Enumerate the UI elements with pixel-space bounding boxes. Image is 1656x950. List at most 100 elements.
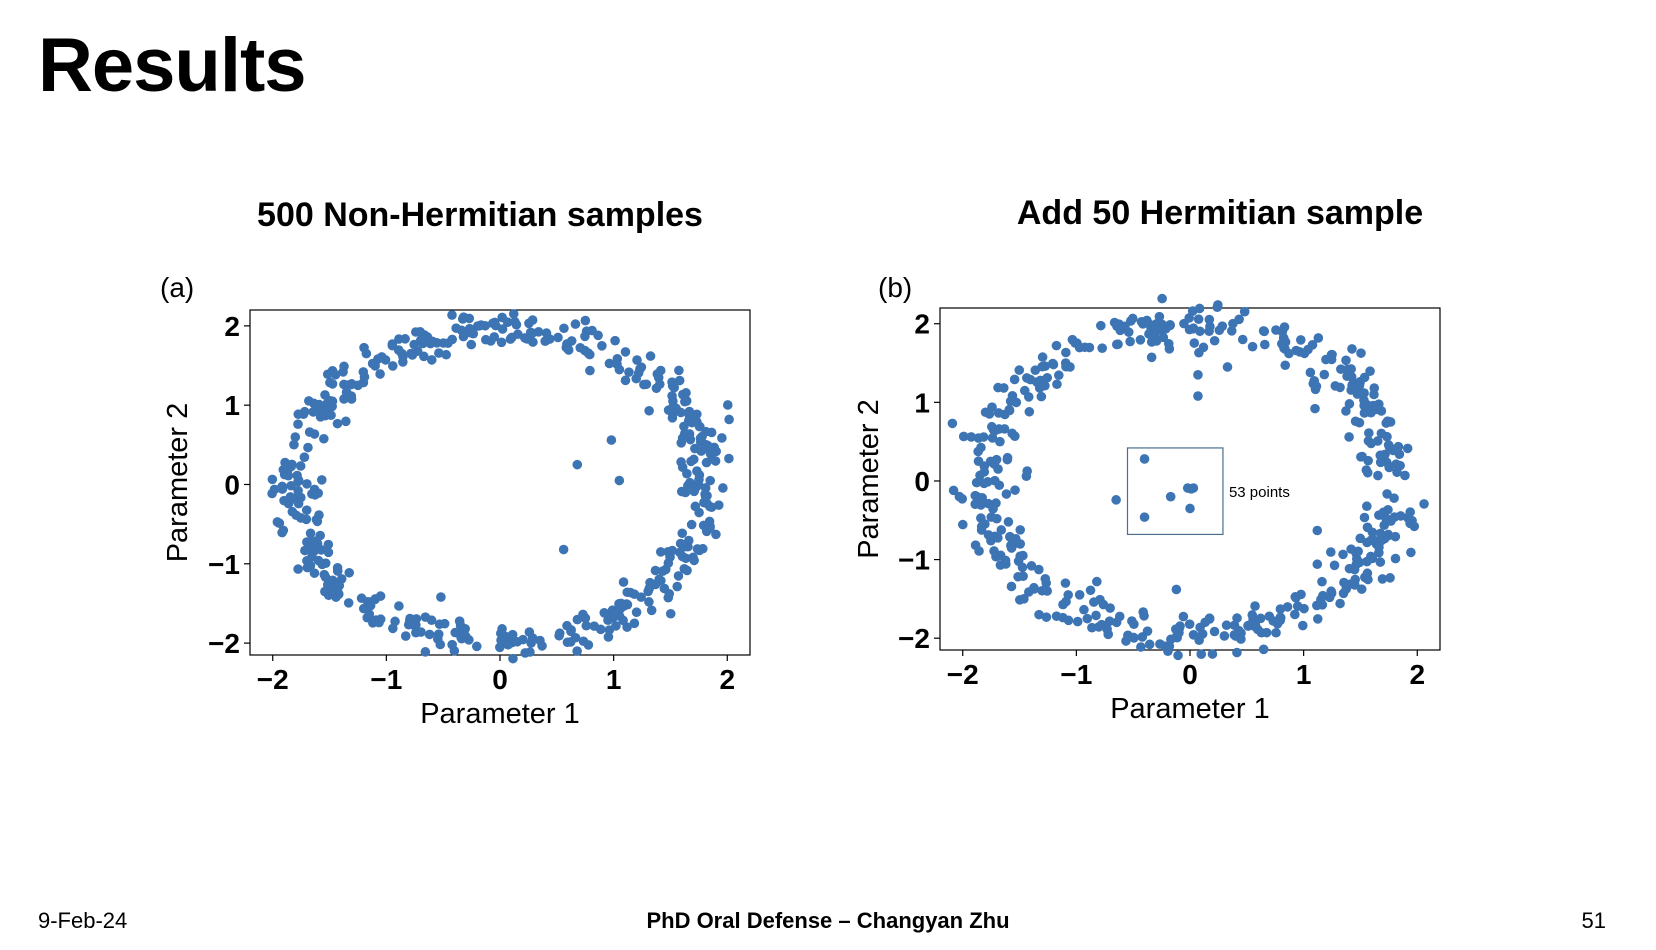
scatter-point xyxy=(1193,370,1203,380)
scatter-point xyxy=(1163,646,1173,657)
scatter-point xyxy=(1365,366,1375,376)
scatter-point xyxy=(645,351,656,361)
scatter-point xyxy=(1003,517,1014,527)
scatter-point xyxy=(320,410,331,421)
scatter-point xyxy=(489,317,500,328)
scatter-point xyxy=(1271,627,1281,638)
scatter-point xyxy=(1419,499,1429,509)
scatter-point xyxy=(471,641,482,652)
scatter-point xyxy=(1018,550,1028,561)
scatter-point xyxy=(578,609,588,620)
scatter-point xyxy=(1236,634,1246,644)
scatter-point xyxy=(1366,535,1376,546)
scatter-point xyxy=(976,442,986,453)
scatter-point xyxy=(561,342,572,353)
scatter-point xyxy=(684,429,695,439)
scatter-point xyxy=(520,648,530,658)
scatter-point xyxy=(559,323,569,334)
scatter-point xyxy=(1219,631,1230,641)
scatter-point xyxy=(1052,379,1062,390)
scatter-point xyxy=(375,614,386,625)
scatter-point xyxy=(537,641,547,651)
chart-a-title: 500 Non-Hermitian samples xyxy=(257,196,703,234)
scatter-point xyxy=(583,348,594,358)
footer-presentation-title: PhD Oral Defense – Changyan Zhu xyxy=(646,908,1010,933)
scatter-point xyxy=(1362,400,1373,410)
scatter-point xyxy=(451,323,461,333)
scatter-point xyxy=(341,387,352,397)
scatter-point xyxy=(300,545,310,556)
scatter-point xyxy=(1280,337,1291,347)
scatter-point xyxy=(973,433,984,443)
scatter-point xyxy=(1381,418,1392,428)
scatter-point xyxy=(614,475,625,486)
scatter-point xyxy=(511,319,522,330)
scatter-point xyxy=(636,362,647,372)
scatter-point xyxy=(1144,639,1155,650)
scatter-point xyxy=(1376,450,1386,461)
scatter-point xyxy=(290,432,301,442)
scatter-point xyxy=(979,478,989,489)
scatter-point xyxy=(966,432,977,442)
scatter-point xyxy=(419,351,429,362)
scatter-point xyxy=(1250,601,1260,611)
scatter-point xyxy=(954,491,965,502)
scatter-point xyxy=(1123,630,1133,641)
scatter-point xyxy=(1051,340,1062,351)
scatter-point xyxy=(1354,557,1365,568)
scatter-point xyxy=(1316,594,1326,605)
scatter-point xyxy=(947,418,958,429)
scatter-point xyxy=(622,622,632,632)
scatter-point xyxy=(1359,512,1370,523)
scatter-point xyxy=(1187,306,1198,316)
scatter-point xyxy=(312,404,323,415)
scatter-point xyxy=(1390,531,1401,542)
scatter-point xyxy=(527,315,538,325)
scatter-point xyxy=(724,453,734,464)
scatter-point xyxy=(611,621,621,631)
scatter-point xyxy=(1326,547,1336,557)
scatter-point xyxy=(597,341,607,351)
scatter-point xyxy=(1228,318,1238,329)
x-tick-label: −2 xyxy=(257,664,289,695)
scatter-point xyxy=(323,547,334,558)
footer-page-number: 51 xyxy=(1581,908,1606,933)
scatter-point xyxy=(1146,352,1157,363)
scatter-point xyxy=(436,592,446,602)
x-tick-label: 2 xyxy=(1409,659,1425,690)
scatter-point xyxy=(1002,452,1013,463)
scatter-point xyxy=(1393,441,1404,452)
scatter-point xyxy=(689,555,699,566)
scatter-point xyxy=(302,562,313,573)
scatter-point xyxy=(1139,512,1150,522)
scatter-point xyxy=(1291,592,1301,603)
scatter-point xyxy=(309,568,320,578)
scatter-point xyxy=(1092,576,1102,587)
scatter-point xyxy=(400,631,411,641)
scatter-point xyxy=(1040,380,1050,391)
scatter-point xyxy=(1060,358,1071,368)
scatter-point xyxy=(632,355,642,365)
scatter-point xyxy=(1184,619,1195,629)
scatter-point xyxy=(439,618,450,629)
scatter-point xyxy=(1173,650,1183,661)
scatter-point xyxy=(333,587,343,598)
scatter-point xyxy=(1344,563,1355,574)
scatter-point xyxy=(1353,546,1363,557)
scatter-point xyxy=(1354,417,1365,428)
scatter-point xyxy=(1139,454,1150,464)
scatter-point xyxy=(339,379,349,390)
scatter-point xyxy=(1138,607,1148,617)
scatter-point xyxy=(1178,611,1189,622)
scatter-point xyxy=(1010,485,1020,495)
scatter-point xyxy=(400,334,410,344)
scatter-point xyxy=(307,552,317,562)
scatter-point xyxy=(286,480,296,491)
scatter-point xyxy=(1115,321,1125,332)
scatter-point xyxy=(1041,612,1052,622)
chart-b-title: Add 50 Hermitian sample xyxy=(1016,194,1424,232)
y-tick-label: 2 xyxy=(914,309,930,340)
scatter-point xyxy=(316,475,327,485)
scatter-point xyxy=(464,313,475,324)
